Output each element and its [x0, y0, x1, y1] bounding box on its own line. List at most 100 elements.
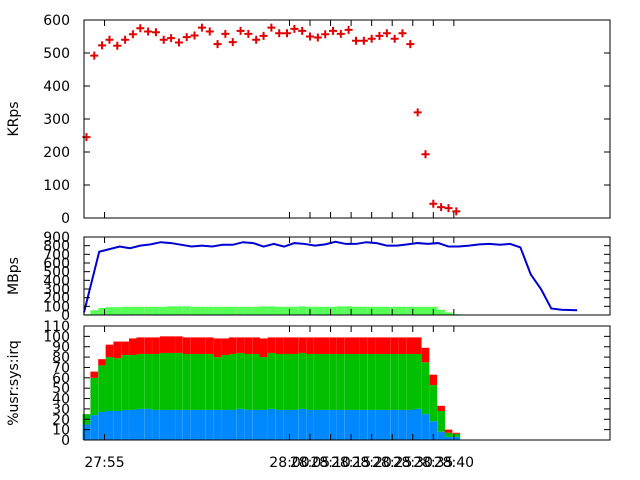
data-point: [144, 27, 153, 36]
data-point: [390, 34, 399, 43]
stacked-bar-sys: [221, 355, 230, 410]
stacked-bar-sys: [252, 353, 261, 410]
stacked-bar-sys: [259, 357, 268, 410]
plot-frame: [83, 236, 611, 316]
bar: [129, 306, 137, 315]
data-point: [406, 40, 415, 49]
data-point: [290, 24, 299, 33]
stacked-bar-irq: [259, 338, 268, 358]
stacked-bar-sys: [421, 362, 430, 415]
stacked-bar-usr: [98, 412, 106, 440]
stacked-bar-usr: [321, 409, 330, 440]
stacked-bar-irq: [313, 337, 322, 354]
data-point: [151, 28, 160, 37]
stacked-bar-sys: [306, 353, 314, 410]
stacked-bar-irq: [244, 337, 253, 354]
y-tick-label: 0: [61, 308, 70, 324]
stacked-bar-usr: [228, 409, 237, 440]
stacked-bar-sys: [167, 352, 175, 410]
plot-frame: [83, 19, 611, 219]
stacked-bar-irq: [152, 337, 160, 354]
stacked-bar-irq: [406, 337, 415, 354]
stacked-bar-usr: [175, 409, 183, 440]
stacked-bar-sys: [182, 353, 191, 410]
stacked-bar-usr: [221, 409, 230, 440]
bar: [375, 306, 384, 315]
data-point: [259, 31, 268, 40]
stacked-bar-usr: [244, 409, 253, 440]
stacked-bar-sys: [159, 352, 168, 410]
stacked-bar-usr: [252, 409, 261, 440]
x-tick-label: 28:15: [331, 455, 371, 471]
stacked-bar-sys: [136, 353, 145, 409]
stacked-bar-irq: [383, 337, 391, 354]
data-point: [444, 204, 453, 213]
data-point: [236, 26, 245, 35]
bar: [213, 306, 222, 315]
stacked-bar-sys: [275, 353, 284, 410]
stacked-bar-usr: [152, 409, 160, 440]
stacked-bar-usr: [375, 409, 384, 440]
data-point: [182, 33, 191, 42]
x-tick-label: 28:40: [434, 455, 474, 471]
stacked-bar-irq: [367, 337, 376, 354]
y-tick-label: 100: [43, 178, 70, 194]
data-point: [336, 29, 345, 38]
data-point: [159, 35, 168, 44]
stacked-bar-sys: [313, 353, 322, 410]
y-tick-label: 100: [43, 329, 70, 345]
x-tick-label: 27:55: [84, 455, 124, 471]
data-point: [252, 35, 261, 44]
data-point: [136, 24, 145, 33]
y-tick-label: 60: [52, 371, 70, 387]
stacked-bar-sys: [321, 353, 330, 410]
stacked-bar-usr: [275, 409, 284, 440]
stacked-bar-sys: [90, 377, 99, 416]
y-axis-title: KRps: [6, 101, 22, 136]
y-tick-label: 200: [43, 291, 70, 307]
stacked-bar-sys: [336, 353, 345, 410]
data-point: [105, 35, 114, 44]
stacked-bar-sys: [236, 352, 245, 409]
stacked-bar-usr: [182, 409, 191, 440]
stacked-bar-usr: [190, 409, 199, 440]
stacked-bar-sys: [267, 352, 276, 409]
stacked-bar-irq: [359, 337, 368, 354]
stacked-bar-sys: [198, 353, 206, 410]
bar: [283, 306, 291, 315]
bar: [152, 306, 160, 315]
stacked-bar-irq: [159, 336, 168, 353]
stacked-bar-irq: [175, 336, 183, 353]
data-point: [221, 29, 230, 38]
bar: [198, 306, 206, 315]
stacked-bar-sys: [190, 353, 199, 410]
x-tick-label: 28:30: [393, 455, 433, 471]
stacked-bar-sys: [205, 353, 214, 410]
stacked-bar-sys: [398, 353, 407, 410]
y-tick-label: 900: [43, 230, 70, 246]
stacked-bar-sys: [144, 353, 152, 409]
y-tick-label: 300: [43, 282, 70, 298]
stacked-bar-sys: [290, 353, 299, 410]
stacked-bar-irq: [205, 337, 214, 354]
data-point: [329, 26, 338, 35]
stacked-bar-irq: [267, 337, 276, 353]
stacked-bar-sys: [98, 365, 106, 413]
stacked-bar-sys: [329, 353, 337, 410]
data-point: [359, 36, 368, 45]
stacked-bar-irq: [213, 338, 222, 358]
data-point: [128, 30, 137, 39]
stacked-bar-usr: [267, 408, 276, 440]
bar: [259, 306, 268, 315]
stacked-bar-irq: [452, 432, 461, 434]
stacked-bar-irq: [398, 337, 407, 354]
x-tick-label: 28:25: [372, 455, 412, 471]
stacked-bar-usr: [336, 409, 345, 440]
y-tick-label: 0: [61, 211, 70, 227]
stacked-bar-irq: [413, 337, 422, 354]
stacked-bar-usr: [290, 409, 299, 440]
bar: [90, 310, 99, 315]
bar: [244, 306, 253, 315]
y-tick-label: 200: [43, 145, 70, 161]
